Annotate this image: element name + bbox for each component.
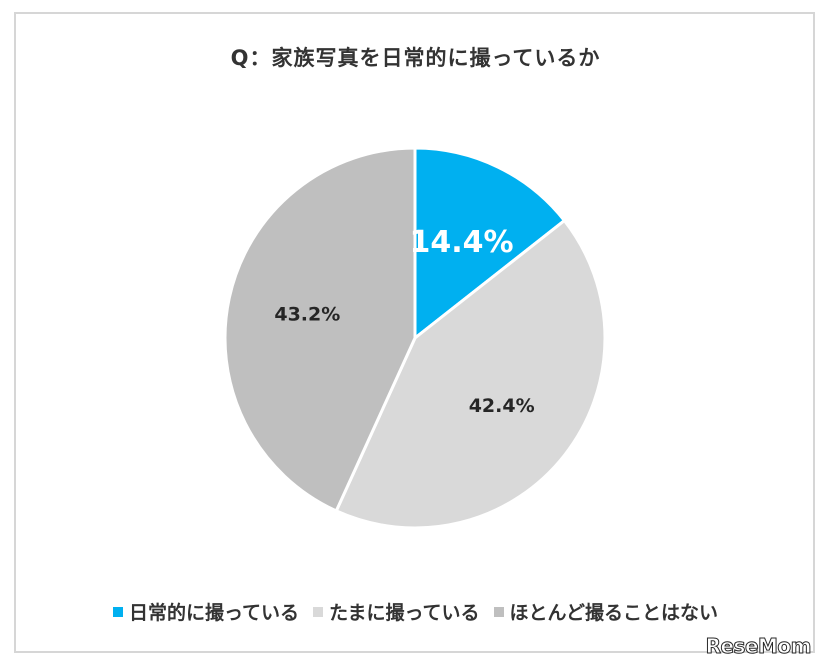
- legend-label-sometimes: たまに撮っている: [329, 602, 480, 624]
- legend-swatch-sometimes: [313, 606, 324, 617]
- legend-item-daily: 日常的に撮っている: [113, 598, 299, 625]
- legend-item-rarely: ほとんど撮ることはない: [493, 598, 718, 625]
- legend-label-rarely: ほとんど撮ることはない: [509, 602, 718, 624]
- legend-label-daily: 日常的に撮っている: [129, 602, 300, 624]
- pie-label-sometimes: 42.4%: [469, 395, 535, 417]
- pie-slice-daily: [413, 146, 567, 342]
- pie-labels: 14.4% 42.4% 43.2%: [274, 225, 534, 417]
- pie-label-rarely: 43.2%: [274, 304, 340, 326]
- legend: 日常的に撮っている たまに撮っている ほとんど撮ることはない: [0, 598, 831, 625]
- resemom-logo: ReseMom: [705, 634, 812, 659]
- pie-slice-rarely: [223, 146, 417, 513]
- chart-title: Q：家族写真を日常的に撮っているか: [230, 46, 601, 70]
- pie-label-daily: 14.4%: [409, 225, 513, 260]
- legend-item-sometimes: たまに撮っている: [313, 598, 480, 625]
- pie-slices: [223, 146, 607, 530]
- legend-swatch-daily: [113, 606, 123, 617]
- legend-swatch-rarely: [493, 606, 504, 617]
- pie-slice-sometimes: [334, 218, 607, 530]
